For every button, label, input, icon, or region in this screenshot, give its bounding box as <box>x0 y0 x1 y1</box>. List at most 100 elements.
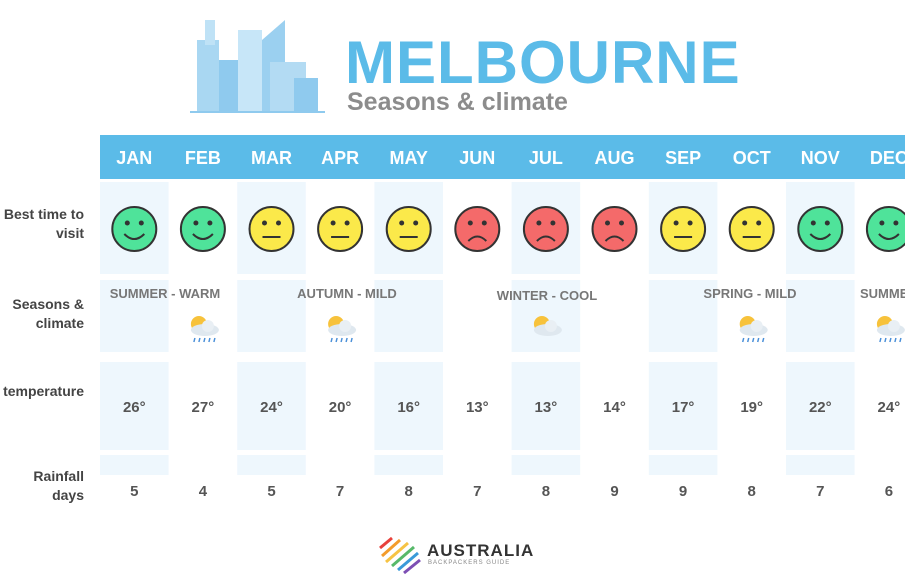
cell-shade <box>786 455 855 475</box>
temperature: 26° <box>122 399 146 416</box>
eye <box>262 220 267 226</box>
weather-icon <box>328 316 357 343</box>
temperature: 13° <box>534 399 558 416</box>
cell-shade <box>374 362 443 450</box>
temperature: 17° <box>671 399 695 416</box>
cell-shade <box>100 362 169 450</box>
face <box>591 206 638 252</box>
face-icon <box>865 206 905 252</box>
season-label: SPRING - MILD <box>703 286 797 301</box>
rain-drop <box>203 337 206 343</box>
tagline: BACKPACKERS GUIDE <box>428 560 511 566</box>
month-label: APR <box>321 148 360 168</box>
face-icon <box>248 206 295 252</box>
face <box>797 206 844 252</box>
season-label: SUMMER - WARM <box>860 286 905 301</box>
eye <box>742 220 748 226</box>
cloud <box>887 320 900 332</box>
rainfall-days: 6 <box>884 483 894 500</box>
eye <box>824 220 830 226</box>
mouth <box>192 233 214 240</box>
eye <box>207 220 213 226</box>
cell-shade <box>648 280 718 352</box>
cell-shade <box>511 455 581 475</box>
subtitle: Seasons & climate <box>347 88 568 116</box>
weather-icon <box>533 316 562 336</box>
cloud <box>339 320 352 332</box>
cell-shade <box>374 280 443 352</box>
weather-icon <box>190 316 219 343</box>
temperature: 14° <box>603 399 626 416</box>
face-icon <box>660 206 707 252</box>
eye <box>330 220 336 226</box>
season-label: AUTUMN - MILD <box>297 286 397 301</box>
cell-shade <box>648 455 718 475</box>
cell-shade <box>786 362 855 450</box>
eye <box>344 220 350 226</box>
cloud <box>750 320 763 332</box>
rain-drop <box>894 337 897 343</box>
row-label: Seasons & climate <box>12 296 84 331</box>
eye <box>276 220 281 226</box>
month-label: DEC <box>869 148 905 168</box>
rainfall-days: 5 <box>130 483 139 500</box>
face-icon <box>454 206 501 252</box>
face <box>660 206 707 252</box>
rain-drop <box>345 337 348 343</box>
mouth <box>123 233 146 240</box>
month-label: MAR <box>251 148 292 168</box>
mouth <box>878 233 900 240</box>
rain-drop <box>889 337 892 343</box>
rainfall-days: 7 <box>335 483 345 500</box>
temperature: 20° <box>328 399 352 416</box>
cell-shade <box>237 362 306 450</box>
eye <box>467 220 473 226</box>
month-label: JAN <box>116 148 153 168</box>
cell-shade <box>511 280 581 352</box>
rain-drop <box>741 337 745 343</box>
row-label: Best time to visit <box>3 206 84 241</box>
rain-drop <box>198 337 201 343</box>
eye <box>810 220 816 226</box>
face <box>317 206 364 252</box>
rain-drop <box>208 337 211 343</box>
rain-drop <box>756 337 760 343</box>
weather-icon <box>876 316 905 343</box>
rain-drop <box>350 337 353 343</box>
cell-shade <box>648 362 718 450</box>
eye <box>756 220 762 226</box>
rainfall-days: 7 <box>816 483 825 500</box>
rainfall-days: 8 <box>404 483 413 500</box>
rain-drop <box>330 337 333 343</box>
eye <box>879 220 885 226</box>
eye <box>481 220 487 226</box>
month-label: FEB <box>184 148 221 168</box>
rain-drop <box>879 337 882 343</box>
rain-drop <box>751 337 755 343</box>
mouth <box>467 235 488 242</box>
temperature: 22° <box>808 399 832 416</box>
row-label: Daytime temperature <box>0 383 84 399</box>
eye <box>673 220 679 226</box>
rain-drop <box>193 337 196 343</box>
face <box>522 206 569 252</box>
rainfall-days: 7 <box>473 483 482 500</box>
rain-drop <box>884 337 887 343</box>
eye <box>193 220 199 226</box>
month-label: MAY <box>389 148 428 168</box>
eye <box>605 220 610 226</box>
rainfall-days: 9 <box>610 483 619 500</box>
face <box>865 206 905 252</box>
temperature: 19° <box>740 399 764 416</box>
rainfall-days: 8 <box>747 483 756 500</box>
face <box>179 206 226 252</box>
title: MELBOURNE <box>345 29 741 96</box>
rain-drop <box>335 337 338 343</box>
cell-shade <box>374 455 443 475</box>
face-icon <box>385 206 432 252</box>
eye <box>399 220 405 226</box>
eye <box>893 220 899 226</box>
face-icon <box>111 206 158 252</box>
